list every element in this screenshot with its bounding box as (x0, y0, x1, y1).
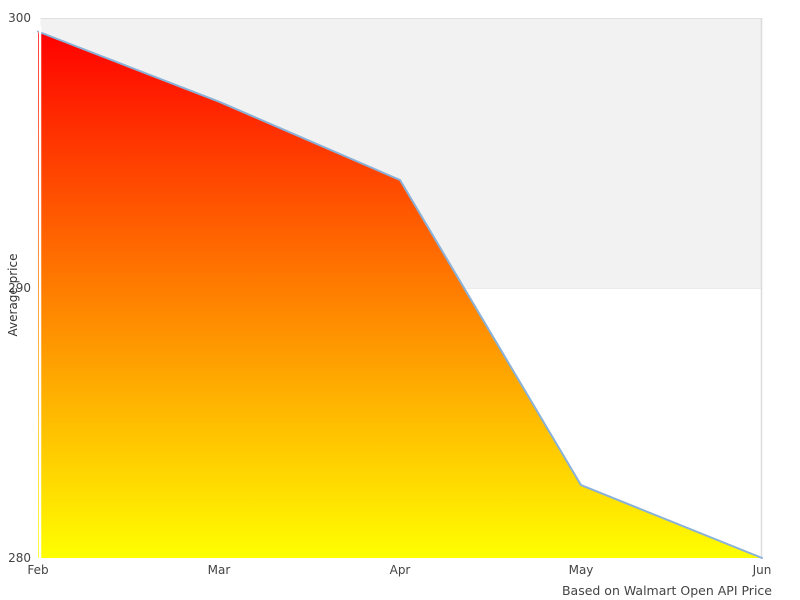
y-tick-label: 300 (8, 11, 31, 25)
x-axis-labels: Feb Mar Apr May Jun (27, 563, 771, 577)
x-tick-label: Jun (752, 563, 772, 577)
x-tick-label: May (569, 563, 594, 577)
x-tick-label: Mar (208, 563, 231, 577)
x-tick-label: Feb (27, 563, 48, 577)
area-series-fill (38, 31, 762, 558)
y-axis-title: Average price (6, 253, 20, 337)
y-tick-label: 290 (8, 281, 31, 295)
x-tick-label: Apr (390, 563, 411, 577)
y-tick-label: 280 (8, 551, 31, 565)
y-axis-labels: 280 290 300 (8, 11, 31, 565)
chart-caption: Based on Walmart Open API Price (561, 583, 772, 598)
line-series (37, 30, 763, 559)
